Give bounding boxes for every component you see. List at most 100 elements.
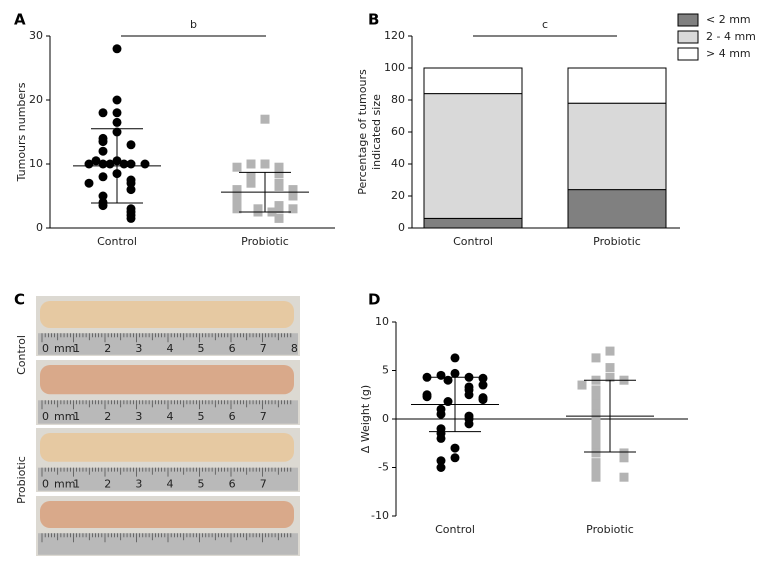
data-point [274,169,284,179]
data-point [98,201,108,211]
data-point [591,429,601,439]
data-point [274,213,284,223]
ruler-label: 2 [104,342,111,355]
data-point [422,392,432,402]
x-tick-label: Control [97,235,137,248]
y-tick-label: 0 [398,221,405,234]
data-point [591,399,601,409]
ruler-label: 5 [198,342,205,355]
data-point [260,159,270,169]
y-tick-label: 30 [29,29,43,42]
ruler-label: 2 [104,477,111,490]
x-tick-label: Probiotic [241,235,289,248]
legend-swatch [677,13,699,27]
data-point [591,463,601,472]
panel-label: D [368,291,380,309]
significance-label: c [542,18,548,31]
ruler-label: 0 [42,477,49,490]
ruler-label: 7 [260,410,267,423]
data-point [619,453,629,463]
y-tick-label: 20 [29,93,43,106]
ruler-label: 8 [291,342,298,355]
y-tick-label: 60 [391,125,405,138]
x-tick-label: Control [435,523,475,536]
data-point [591,438,601,448]
tissue [40,365,294,395]
data-point [450,368,460,378]
ruler-label: mm [54,342,75,355]
bar-segment [567,67,667,104]
data-point [232,204,242,214]
data-point [91,156,101,166]
group-label: Control [15,335,28,375]
y-tick-label: 20 [391,189,405,202]
y-axis-title: indicated size [370,94,383,170]
tissue [40,433,294,462]
data-point [464,390,474,400]
y-axis-title: Percentage of tumours [356,69,369,195]
data-point [591,395,601,405]
data-point [84,178,94,188]
significance-label: b [190,18,197,31]
data-point [619,472,629,482]
data-point [591,472,601,482]
data-point [288,191,298,201]
data-point [246,178,256,188]
ruler-label: 7 [260,477,267,490]
x-tick-label: Probiotic [593,235,641,248]
ruler-label: 6 [229,410,236,423]
data-point [619,448,629,458]
data-point [450,443,460,453]
y-tick-label: 0 [382,412,389,425]
data-point [591,385,601,395]
ruler-label: 4 [166,342,173,355]
ruler-label: 4 [166,410,173,423]
data-point [591,433,601,443]
ruler-label: 1 [73,410,80,423]
data-point [98,146,108,156]
y-tick-label: 0 [36,221,43,234]
y-tick-label: 80 [391,93,405,106]
ruler-label: 1 [73,342,80,355]
y-tick-label: -5 [378,461,389,474]
data-point [246,172,256,182]
ruler-label: 4 [166,477,173,490]
data-point [98,137,108,147]
ruler [38,400,298,424]
data-point [443,375,453,385]
legend-swatch [677,47,699,61]
data-point [443,397,453,407]
ruler-label: 7 [260,342,267,355]
data-point [591,414,601,424]
ruler-label: 2 [104,410,111,423]
data-point [274,162,284,172]
data-point [288,204,298,214]
data-point [478,373,488,383]
legend-swatch [677,30,699,44]
data-point [422,372,432,382]
ruler-label: 0 [42,410,49,423]
ruler-label: mm [54,477,75,490]
data-point [591,419,601,429]
panel-label: A [14,11,26,29]
data-point [591,409,601,419]
tissue [40,301,294,328]
ruler-label: mm [54,410,75,423]
data-point [105,159,115,169]
data-point [232,197,242,207]
data-point [98,191,108,201]
ruler-label: 3 [135,410,142,423]
y-tick-label: 100 [384,61,405,74]
data-point [591,458,601,468]
data-point [232,162,242,172]
data-point [591,404,601,414]
tissue [40,501,294,528]
y-axis-title: Tumours numbers [15,82,28,182]
y-tick-label: 120 [384,29,405,42]
data-point [436,463,446,472]
data-point [126,140,136,150]
data-point [591,467,601,477]
data-point [112,117,122,127]
